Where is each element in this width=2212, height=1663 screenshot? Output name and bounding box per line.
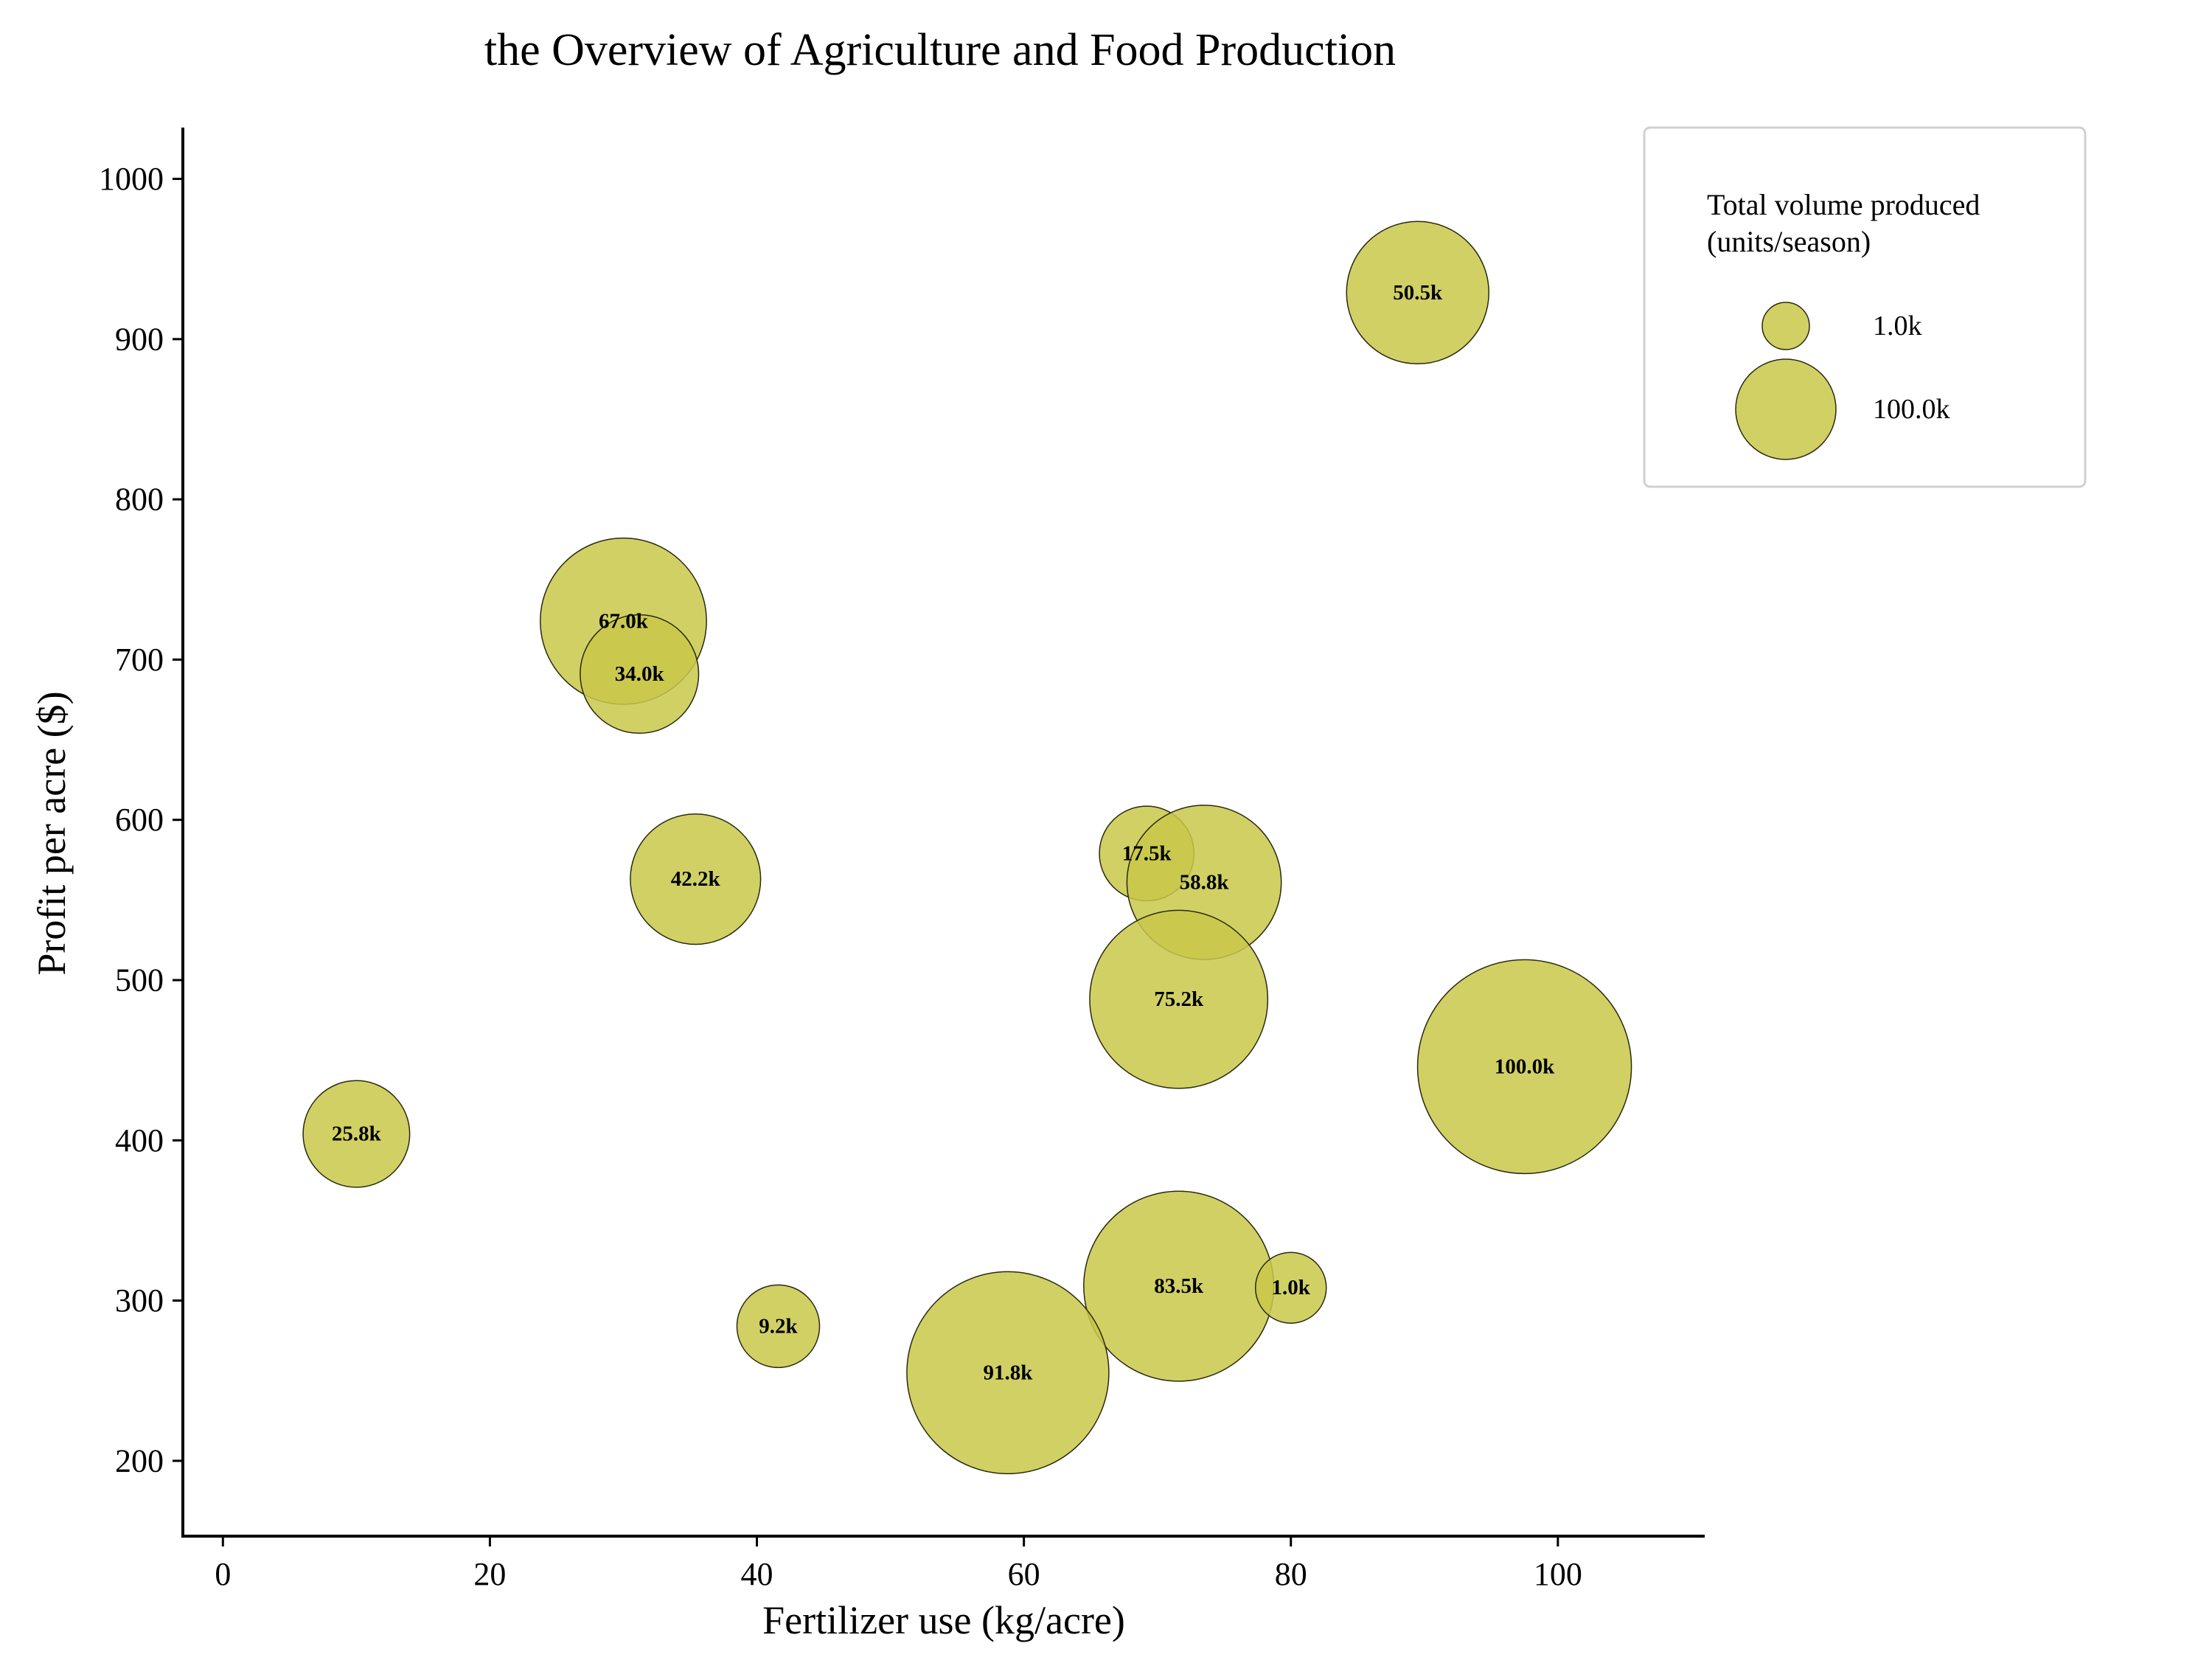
x-axis-label: Fertilizer use (kg/acre) <box>762 1598 1125 1642</box>
legend-frame <box>1643 126 2087 488</box>
y-axis-ticks: 200 300 400 500 600 700 800 900 1000 <box>99 161 183 1479</box>
x-tick-label: 100 <box>1534 1556 1582 1592</box>
y-tick-label: 500 <box>115 962 164 998</box>
bubble-point <box>630 813 762 945</box>
bubble-label: 25.8k <box>332 1122 382 1146</box>
bubble-label: 58.8k <box>1180 870 1230 894</box>
y-tick-label: 300 <box>115 1282 164 1319</box>
bubble-point <box>1089 909 1269 1089</box>
bubble-label: 50.5k <box>1393 281 1443 305</box>
bubble-label: 83.5k <box>1154 1274 1204 1298</box>
bubble-label: 75.2k <box>1154 987 1204 1011</box>
x-tick-label: 40 <box>741 1556 773 1592</box>
chart-title: the Overview of Agriculture and Food Pro… <box>484 25 1396 75</box>
legend-label: 1.0k <box>1873 310 1922 341</box>
x-tick-label: 20 <box>473 1556 506 1592</box>
bubble-label: 67.0k <box>599 609 649 633</box>
y-axis-label: Profit per acre ($) <box>29 691 74 975</box>
bubble-point <box>736 1284 821 1369</box>
y-tick-label: 900 <box>115 321 164 357</box>
bubble-point <box>302 1080 411 1188</box>
bubble-point <box>1254 1251 1327 1324</box>
bubble-label: 1.0k <box>1272 1276 1311 1299</box>
bubble-label: 34.0k <box>615 662 665 686</box>
x-tick-label: 80 <box>1275 1556 1307 1592</box>
y-tick-label: 1000 <box>99 161 164 197</box>
bubble-label: 42.2k <box>671 867 721 891</box>
bubble-label: 9.2k <box>759 1314 798 1338</box>
bubble-point <box>906 1271 1110 1475</box>
y-tick-label: 700 <box>115 642 164 678</box>
x-axis-ticks: 0 20 40 60 80 100 <box>215 1536 1582 1592</box>
legend-bubble <box>1735 358 1837 460</box>
x-tick-label: 0 <box>215 1556 231 1592</box>
legend-entries: 1.0k 100.0k <box>1735 302 1950 460</box>
bubble-point <box>580 614 700 735</box>
legend-title: Total volume produced (units/season) <box>1707 188 1987 258</box>
legend-label: 100.0k <box>1873 394 1950 425</box>
bubbles-layer: 50.5k 67.0k 34.0k 42.2k 17.5k 58.8k 75.2k 100.0… <box>302 221 1632 1475</box>
bubble-label: 91.8k <box>983 1361 1033 1384</box>
y-tick-label: 600 <box>115 802 164 838</box>
bubble-point <box>1416 959 1632 1175</box>
y-tick-label: 400 <box>115 1122 164 1159</box>
y-tick-label: 800 <box>115 482 164 518</box>
x-tick-label: 60 <box>1008 1556 1040 1592</box>
bubble-label: 100.0k <box>1495 1055 1555 1078</box>
legend-bubble <box>1761 302 1810 350</box>
bubble-label: 17.5k <box>1122 841 1172 865</box>
legend: Total volume produced (units/season) 1.0… <box>1643 126 2087 488</box>
y-tick-label: 200 <box>115 1442 164 1479</box>
bubble-point <box>1346 221 1489 365</box>
